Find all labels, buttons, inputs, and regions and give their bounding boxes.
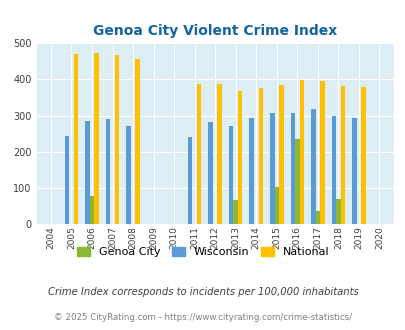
Bar — [64, 136, 69, 224]
Bar — [315, 211, 319, 224]
Bar — [278, 85, 283, 224]
Bar — [294, 139, 299, 224]
Bar — [228, 126, 233, 224]
Legend: Genoa City, Wisconsin, National: Genoa City, Wisconsin, National — [72, 243, 333, 262]
Bar — [351, 118, 356, 224]
Bar — [335, 199, 340, 224]
Bar — [233, 200, 237, 224]
Title: Genoa City Violent Crime Index: Genoa City Violent Crime Index — [93, 23, 337, 38]
Bar — [340, 86, 344, 224]
Bar — [135, 59, 139, 224]
Bar — [299, 80, 303, 224]
Bar — [188, 137, 192, 224]
Bar — [319, 82, 324, 224]
Bar — [269, 113, 274, 224]
Bar — [126, 126, 130, 224]
Bar — [258, 88, 262, 224]
Bar — [290, 113, 294, 224]
Bar — [115, 55, 119, 224]
Bar — [331, 116, 335, 224]
Bar — [360, 87, 365, 224]
Bar — [217, 84, 222, 224]
Bar — [85, 121, 90, 224]
Bar — [249, 118, 254, 224]
Bar — [310, 109, 315, 224]
Bar — [274, 187, 278, 224]
Text: © 2025 CityRating.com - https://www.cityrating.com/crime-statistics/: © 2025 CityRating.com - https://www.city… — [54, 313, 351, 322]
Text: Crime Index corresponds to incidents per 100,000 inhabitants: Crime Index corresponds to incidents per… — [47, 287, 358, 297]
Bar — [94, 53, 98, 224]
Bar — [196, 84, 201, 224]
Bar — [74, 54, 78, 224]
Bar — [208, 122, 212, 224]
Bar — [237, 91, 242, 224]
Bar — [90, 196, 94, 224]
Bar — [105, 119, 110, 224]
